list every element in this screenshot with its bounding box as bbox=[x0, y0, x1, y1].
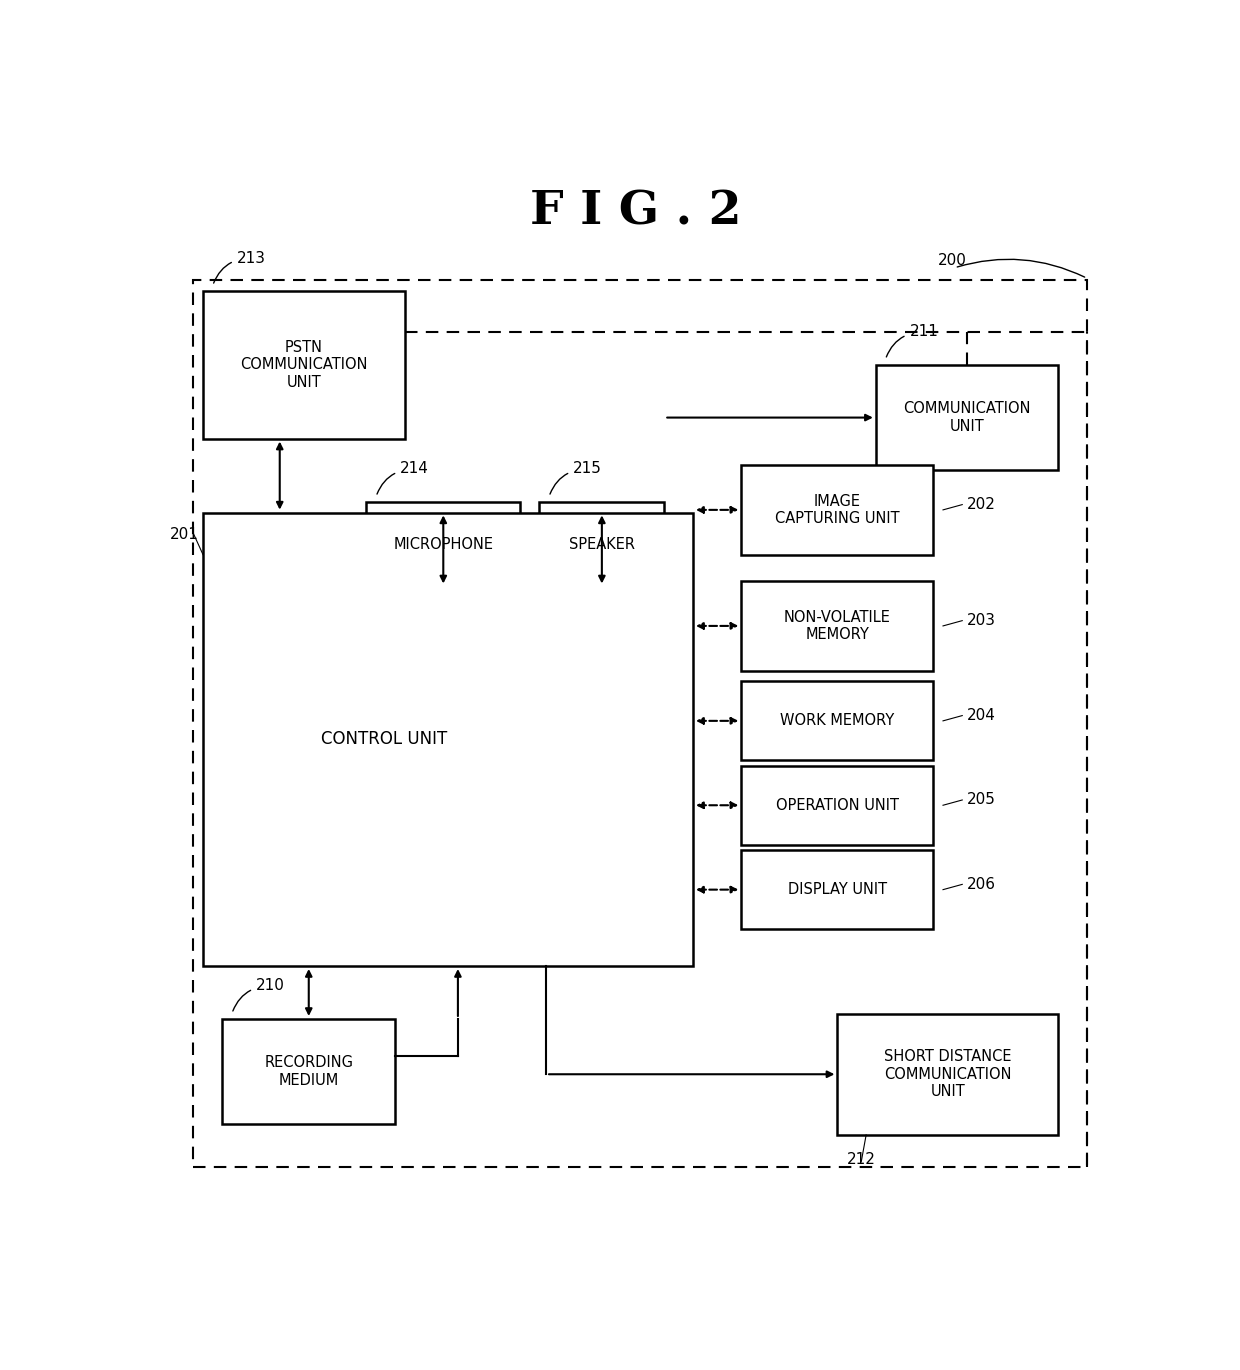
Text: 205: 205 bbox=[967, 792, 996, 807]
Bar bbox=[742, 681, 934, 760]
Text: 212: 212 bbox=[847, 1152, 875, 1167]
Text: CONTROL UNIT: CONTROL UNIT bbox=[321, 730, 448, 748]
Text: RECORDING
MEDIUM: RECORDING MEDIUM bbox=[264, 1055, 353, 1088]
Text: OPERATION UNIT: OPERATION UNIT bbox=[776, 797, 899, 812]
Text: 203: 203 bbox=[967, 614, 996, 627]
Text: F I G . 2: F I G . 2 bbox=[529, 189, 742, 234]
Text: 206: 206 bbox=[967, 877, 996, 892]
Text: IMAGE
CAPTURING UNIT: IMAGE CAPTURING UNIT bbox=[775, 493, 900, 526]
Bar bbox=[742, 464, 934, 555]
Bar bbox=[742, 766, 934, 845]
Text: 201: 201 bbox=[170, 527, 198, 543]
Text: 213: 213 bbox=[213, 251, 265, 284]
Text: 200: 200 bbox=[939, 252, 967, 267]
Bar bbox=[367, 501, 521, 586]
Text: SHORT DISTANCE
COMMUNICATION
UNIT: SHORT DISTANCE COMMUNICATION UNIT bbox=[884, 1049, 1012, 1099]
Text: MICROPHONE: MICROPHONE bbox=[393, 537, 494, 552]
Text: PSTN
COMMUNICATION
UNIT: PSTN COMMUNICATION UNIT bbox=[241, 340, 368, 389]
Bar bbox=[875, 364, 1058, 470]
Text: NON-VOLATILE
MEMORY: NON-VOLATILE MEMORY bbox=[784, 610, 890, 643]
Bar bbox=[539, 501, 665, 586]
Bar bbox=[742, 849, 934, 929]
Text: SPEAKER: SPEAKER bbox=[569, 537, 635, 552]
Text: 215: 215 bbox=[551, 462, 601, 495]
Text: 202: 202 bbox=[967, 497, 996, 512]
Text: DISPLAY UNIT: DISPLAY UNIT bbox=[787, 882, 887, 897]
Text: 204: 204 bbox=[967, 708, 996, 723]
Bar bbox=[203, 512, 693, 966]
Text: WORK MEMORY: WORK MEMORY bbox=[780, 714, 894, 729]
Text: 214: 214 bbox=[377, 462, 429, 495]
Text: 210: 210 bbox=[233, 978, 285, 1011]
Bar bbox=[193, 281, 1087, 1167]
Bar bbox=[203, 290, 404, 438]
Bar bbox=[222, 1019, 396, 1125]
Text: COMMUNICATION
UNIT: COMMUNICATION UNIT bbox=[903, 401, 1030, 434]
Bar bbox=[837, 1014, 1058, 1134]
Text: 211: 211 bbox=[887, 325, 939, 358]
Bar bbox=[742, 581, 934, 671]
